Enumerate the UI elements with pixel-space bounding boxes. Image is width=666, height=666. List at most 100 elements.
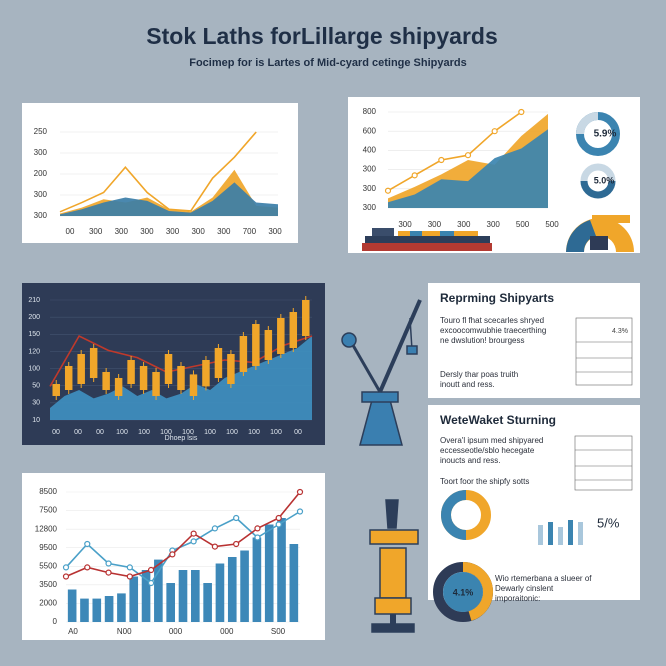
point [384, 187, 392, 194]
candle [177, 366, 185, 390]
point [190, 530, 197, 537]
crane-icon [341, 299, 422, 446]
x-tick-label: 700 [243, 227, 257, 236]
y-tick-label: 300 [363, 184, 377, 193]
x-tick-label: S00 [271, 627, 286, 636]
point [84, 564, 91, 571]
candle [264, 330, 273, 360]
x-tick-label: 300 [191, 227, 205, 236]
bar [191, 570, 200, 622]
point [275, 514, 282, 522]
body-text: Touro fl fhat scecarles shryed [440, 316, 544, 325]
y-tick-label: 120 [28, 348, 40, 355]
x-tick-label: 00 [294, 429, 302, 436]
y-tick-label: 8500 [39, 487, 57, 496]
title: Stok Laths forLillarge shipyards [146, 23, 497, 49]
candle [164, 354, 173, 384]
bar [203, 583, 212, 622]
y-tick-label: 300 [34, 148, 48, 157]
table-cell: 4.3% [612, 328, 628, 335]
y-tick-label: 400 [363, 146, 377, 155]
candle [289, 312, 298, 348]
caption: Dhoep lsis [165, 435, 198, 442]
line [65, 510, 301, 585]
point [147, 566, 155, 574]
panel [428, 283, 640, 398]
bar [117, 593, 126, 622]
point [84, 540, 91, 548]
y-tick-label: 200 [34, 169, 48, 178]
x-tick-label: 300 [115, 227, 129, 236]
y-tick-label: 150 [28, 331, 40, 338]
y-tick-label: 600 [363, 126, 377, 135]
candle [302, 300, 310, 336]
y-tick-label: 300 [363, 203, 377, 212]
panel-title: WeteWaket Sturning [440, 413, 556, 427]
point [62, 564, 70, 571]
body-text: Wio rtemerbana a slueer of [495, 574, 592, 583]
bar [277, 518, 286, 622]
donut [433, 112, 620, 622]
candle [239, 336, 248, 372]
bar [240, 550, 249, 622]
subtitle: Focimep for is Lartes of Mid-cyard cetin… [189, 57, 467, 69]
y-tick-label: 300 [34, 211, 48, 220]
x-tick-label: 300 [217, 227, 231, 236]
point [126, 564, 133, 571]
y-tick-label: 100 [28, 365, 40, 372]
bar [264, 524, 274, 622]
bar [154, 559, 163, 622]
x-tick-label: N00 [117, 627, 132, 636]
point [169, 551, 176, 558]
x-tick-label: 300 [398, 220, 412, 229]
x-tick-label: 00 [74, 429, 82, 436]
bar [80, 598, 89, 622]
y-tick-label: 200 [28, 314, 40, 321]
point [254, 534, 261, 541]
candle [277, 318, 285, 354]
panel-title: Reprming Shipyarts [440, 291, 554, 305]
x-tick-label: 300 [140, 227, 154, 236]
candle [52, 384, 60, 396]
y-tick-label: 12800 [35, 524, 58, 533]
point [62, 573, 70, 580]
x-tick-label: 500 [545, 220, 559, 229]
x-tick-label: 100 [226, 429, 238, 436]
x-tick-label: 100 [204, 429, 216, 436]
candle [139, 366, 148, 390]
line [387, 111, 522, 192]
candle [102, 372, 110, 390]
point [105, 569, 112, 576]
point [491, 128, 498, 135]
y-tick-label: 5500 [39, 561, 57, 570]
point [211, 543, 219, 550]
bar [104, 596, 114, 622]
body-text: excoocomwubhie traecerthing [440, 326, 546, 335]
table [575, 317, 633, 386]
x-tick-label: 100 [160, 429, 172, 436]
y-tick-label: 3500 [39, 580, 57, 589]
donut-label: 5.0% [594, 175, 615, 185]
candle [127, 360, 135, 384]
body-text: Dersly thar poas truith [440, 370, 518, 379]
point [190, 538, 197, 545]
bar [289, 544, 299, 622]
candle [189, 374, 198, 396]
area [388, 129, 548, 208]
line [65, 491, 301, 578]
candle [64, 366, 73, 390]
body-text: inoutt and ress. [440, 380, 495, 389]
bar [92, 598, 102, 622]
y-tick-label: 300 [34, 190, 48, 199]
donut-label: 4.1% [453, 587, 474, 597]
area [60, 182, 278, 216]
half-donut [566, 215, 634, 252]
point [211, 525, 219, 532]
point [296, 508, 304, 515]
point [147, 579, 155, 587]
x-tick-label: 100 [182, 429, 194, 436]
body-text: inoucts and ress. [440, 456, 500, 465]
x-tick-label: 100 [270, 429, 282, 436]
y-tick-label: 0 [53, 617, 58, 626]
